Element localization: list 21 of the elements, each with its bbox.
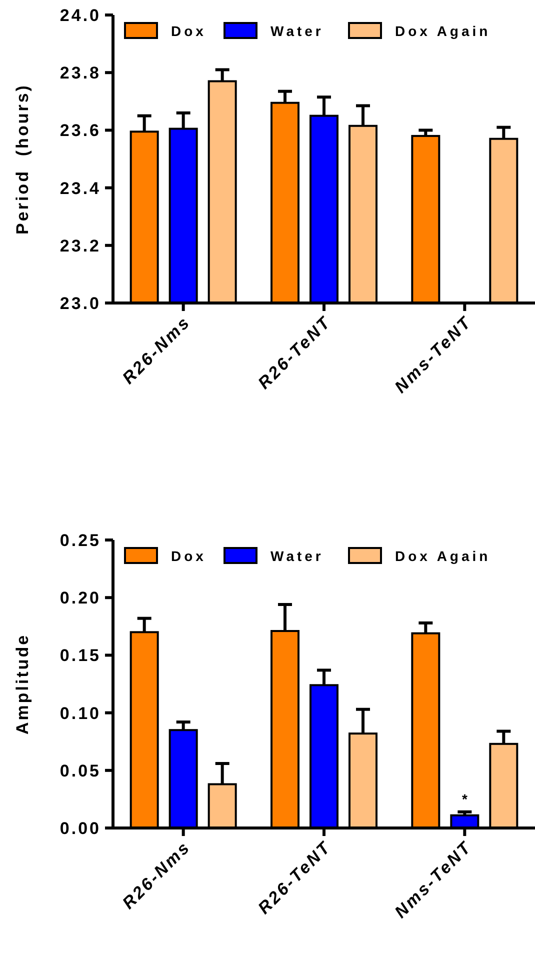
y-tick-label: 23.2 (60, 236, 101, 256)
y-tick-label: 23.0 (60, 294, 101, 313)
legend-label: Water (270, 548, 324, 564)
y-tick-label: 0.20 (60, 588, 101, 608)
y-tick-label: 23.6 (60, 121, 101, 140)
y-tick-label: 23.4 (60, 178, 101, 198)
legend-label: Dox (171, 548, 206, 564)
y-tick-label: 0.15 (60, 646, 101, 666)
y-tick-label: 23.8 (60, 64, 101, 83)
y-tick-label: 24.0 (60, 6, 101, 25)
legend-label: Dox (171, 22, 206, 39)
y-tick-label: 0.05 (60, 761, 101, 780)
y-tick-label: 0.10 (60, 704, 101, 723)
y-tick-label: 0.25 (60, 530, 101, 550)
y-axis-title: Amplitude (13, 633, 32, 735)
legend-label: Dox Again (395, 548, 491, 564)
legend-label: Water (270, 22, 324, 39)
annotation: * (462, 790, 468, 807)
y-axis-title: Period (hours) (13, 84, 32, 234)
legend-label: Dox Again (395, 22, 491, 39)
y-tick-label: 0.00 (60, 818, 101, 838)
